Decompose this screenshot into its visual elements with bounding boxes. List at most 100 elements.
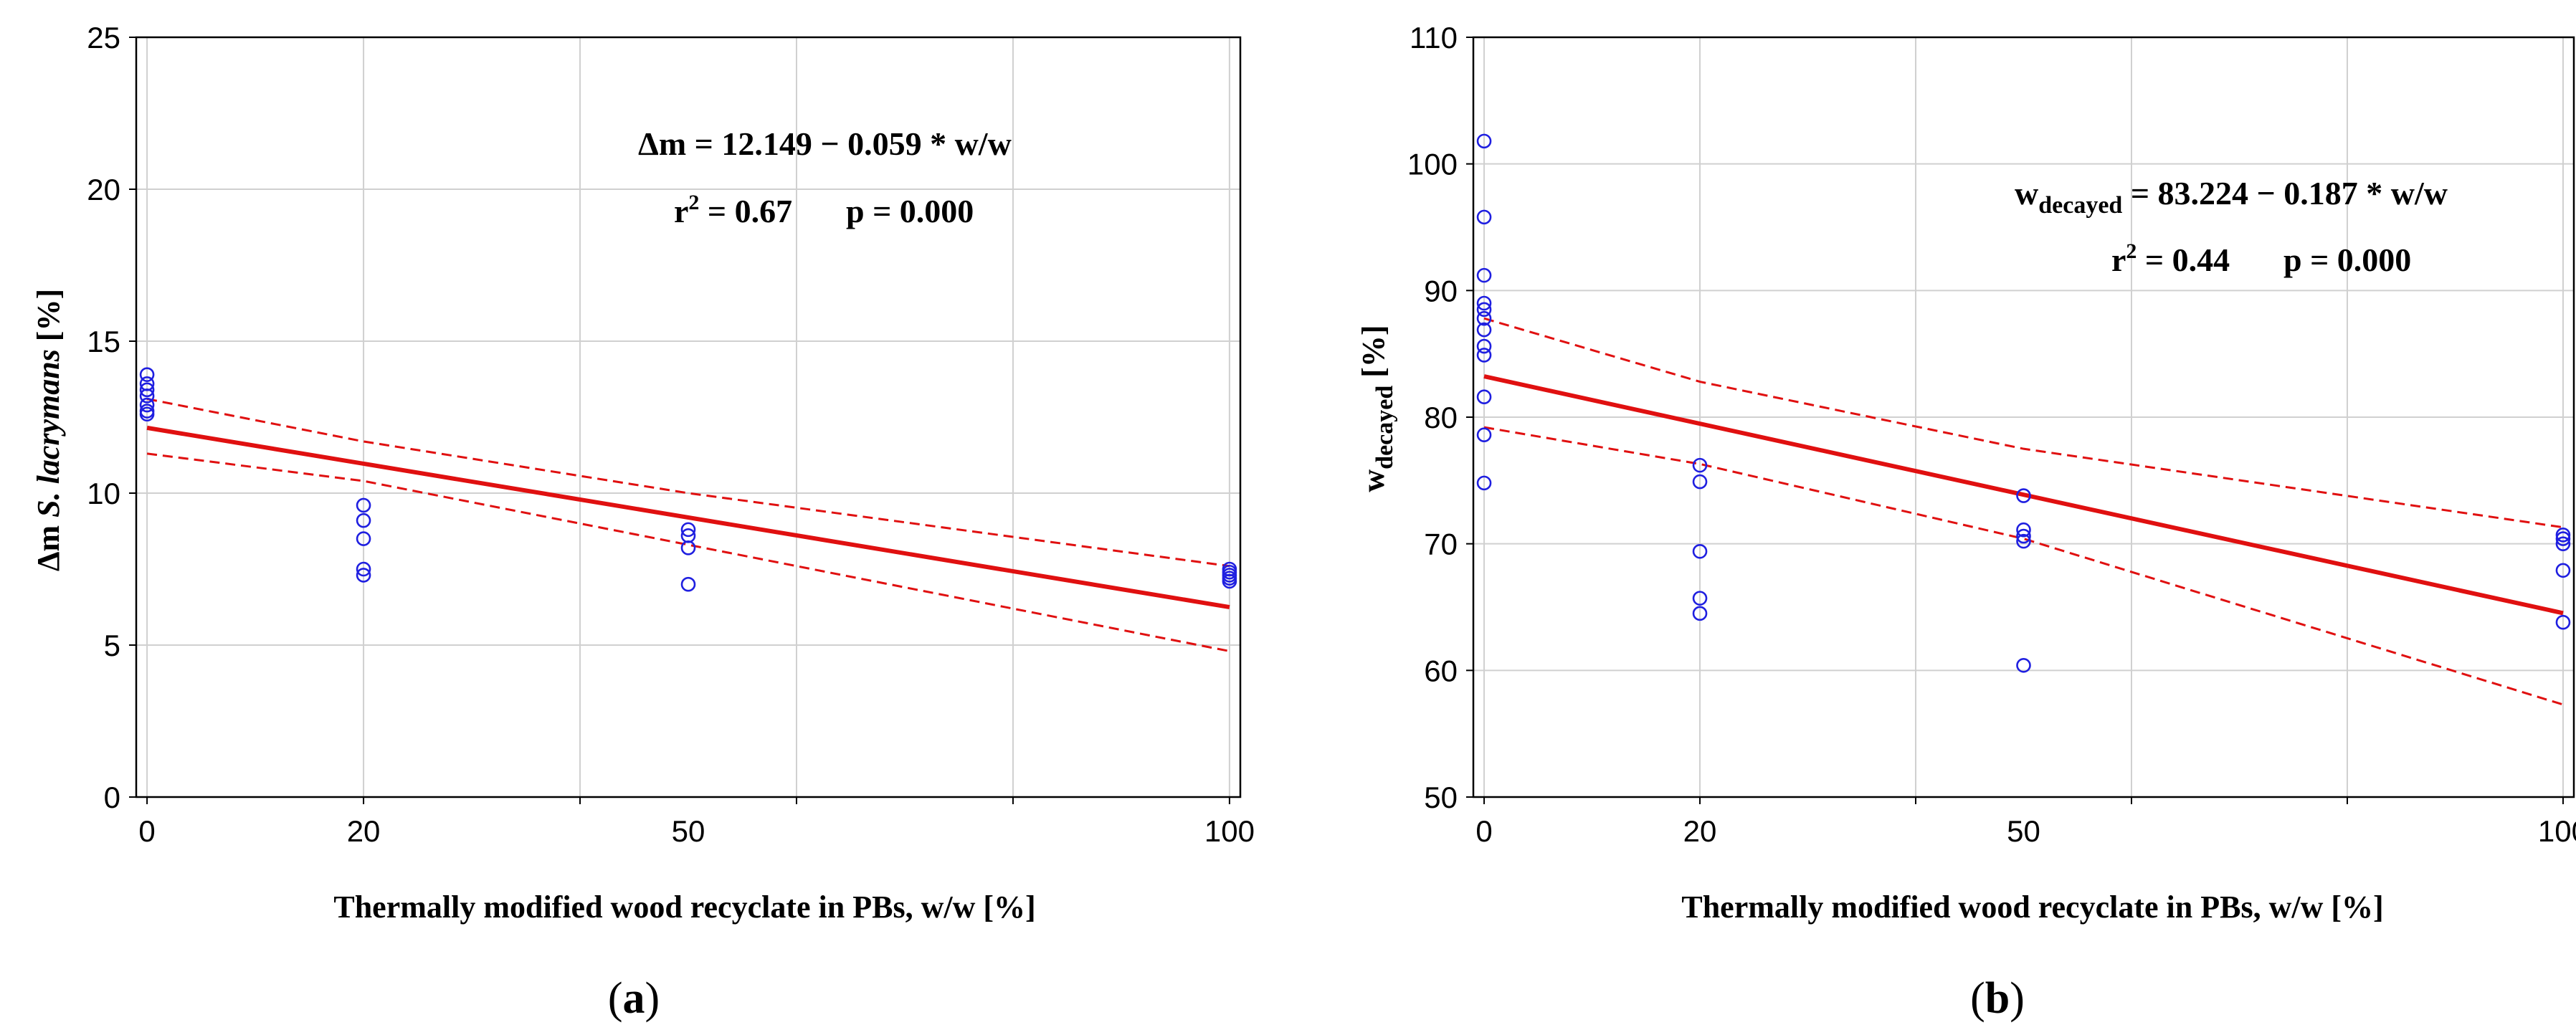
panel-b-r2-exponent: 2 xyxy=(2126,239,2137,263)
panel-a-confidence-upper xyxy=(146,398,1230,568)
panel-b-data-point xyxy=(2555,527,2571,543)
panel-b-y-tick-label: 50 xyxy=(1424,781,1458,814)
panel-b-y-axis-label: wdecayed [%] xyxy=(1356,325,1398,492)
panel-b-data-point xyxy=(1476,310,1492,326)
panel-a-data-point xyxy=(356,497,371,513)
panel-b-x-tick-label: 100 xyxy=(2538,814,2576,848)
panel-a-caption: (a) xyxy=(608,974,660,1023)
panel-b-data-point xyxy=(2016,522,2031,538)
panel-a-r2-exponent: 2 xyxy=(688,191,699,214)
panel-b-confidence-lower xyxy=(1483,426,2564,706)
panel-b-chart: 50 60 70 80 90 100 110 0 20 50 100 wdecayed = 83.… xyxy=(1356,21,2576,1023)
panel-a-data-point xyxy=(139,397,155,413)
panel-a-confidence-band xyxy=(146,398,1230,652)
panel-b-data-point xyxy=(1476,475,1492,491)
panel-a-y-tick-label: 5 xyxy=(104,629,120,662)
panel-b-x-axis-label: Thermally modified wood recyclate in PBs… xyxy=(1681,889,2383,925)
panel-b-equation: wdecayed = 83.224 − 0.187 * w/w xyxy=(2015,175,2448,219)
panel-a-y-tick-label: 20 xyxy=(87,173,120,206)
panel-b-y-tick-label: 80 xyxy=(1424,401,1458,434)
panel-a-y-tick-label: 25 xyxy=(87,21,120,54)
panel-a-x-ticks: 0 20 50 100 xyxy=(138,797,1255,848)
panel-a-r2-value: = 0.67 xyxy=(699,193,792,229)
panel-a-data-point xyxy=(680,540,696,555)
panel-b-y-tick-label: 70 xyxy=(1424,528,1458,561)
panel-a-equation: Δm = 12.149 − 0.059 * w/w xyxy=(638,125,1012,162)
panel-b-data-point xyxy=(1476,302,1492,318)
panel-a-x-axis-label: Thermally modified wood recyclate in PBs… xyxy=(333,889,1035,925)
panel-b-data-point xyxy=(1692,474,1708,490)
panel-b-data-point xyxy=(1476,322,1492,338)
panel-b-data-point xyxy=(1476,209,1492,225)
panel-b-data-point xyxy=(2016,657,2031,673)
panel-b-y-tick-label: 110 xyxy=(1410,21,1458,54)
panel-a-data-point xyxy=(356,561,371,577)
panel-b-confidence-upper xyxy=(1483,317,2564,529)
panel-a-data-points xyxy=(139,367,1237,592)
panel-b-x-tick-label: 20 xyxy=(1683,814,1717,848)
panel-a-x-tick-label: 20 xyxy=(347,814,381,848)
panel-b-data-point xyxy=(2555,563,2571,578)
panel-a-regression-line xyxy=(146,425,1230,610)
panel-b-r2-value: = 0.44 xyxy=(2137,242,2230,278)
panel-b-data-point xyxy=(1476,389,1492,405)
panel-a-data-point xyxy=(139,388,155,404)
panel-a-y-tick-label: 10 xyxy=(87,477,120,510)
panel-b-data-point xyxy=(2016,533,2031,549)
panel-b-confidence-band xyxy=(1483,317,2564,706)
panel-a-y-tick-label: 0 xyxy=(104,781,120,814)
panel-a-y-ticks: 0 5 10 15 20 25 xyxy=(87,21,136,814)
panel-a-r2-label: r xyxy=(674,193,688,229)
panel-b-data-point xyxy=(1692,543,1708,559)
panel-b-r2-label: r xyxy=(2111,242,2126,278)
panel-a-y-tick-label: 15 xyxy=(87,325,120,358)
panel-b-data-points xyxy=(1476,133,2571,673)
panel-b-data-point xyxy=(2555,614,2571,630)
panel-a-data-point xyxy=(139,382,155,398)
panel-b-x-tick-label: 0 xyxy=(1475,814,1492,848)
panel-b-data-point xyxy=(1476,427,1492,443)
panel-b-regression-fit xyxy=(1483,374,2564,616)
panel-a-data-point xyxy=(680,522,696,538)
panel-b-data-point xyxy=(1476,295,1492,311)
panel-b-data-point xyxy=(2555,531,2571,546)
panel-a-data-point xyxy=(680,576,696,592)
panel-a-stats: r2 = 0.67 p = 0.000 xyxy=(674,191,974,229)
panel-b-x-ticks: 0 20 50 100 xyxy=(1475,797,2576,848)
panel-b-data-point xyxy=(1476,348,1492,363)
panel-b-grid xyxy=(1473,37,2574,798)
panel-a-x-tick-label: 100 xyxy=(1204,814,1255,848)
panel-a-data-point xyxy=(139,367,155,382)
panel-b-y-tick-label: 90 xyxy=(1424,274,1458,307)
panel-b-y-ticks: 50 60 70 80 90 100 110 xyxy=(1407,21,1473,814)
panel-b-data-point xyxy=(1692,591,1708,606)
panel-b-data-point xyxy=(1476,338,1492,354)
panel-b-data-point xyxy=(1692,606,1708,621)
panel-a-x-tick-label: 0 xyxy=(138,814,155,848)
panel-b-stats: r2 = 0.44 p = 0.000 xyxy=(2111,239,2411,278)
panel-b-data-point xyxy=(2555,536,2571,551)
panel-b-y-tick-label: 60 xyxy=(1424,654,1458,687)
panel-a-plot-frame xyxy=(135,36,1242,798)
panel-b-p-value: p = 0.000 xyxy=(2283,242,2411,278)
panel-a-data-point xyxy=(356,512,371,528)
panel-b-data-point xyxy=(2016,488,2031,503)
panel-b-regression-line xyxy=(1483,374,2564,616)
panel-a-x-tick-label: 50 xyxy=(672,814,705,848)
panel-b-data-point xyxy=(1476,133,1492,149)
panel-b-data-point xyxy=(1476,267,1492,283)
panel-a-data-point xyxy=(356,531,371,546)
panel-a-p-value: p = 0.000 xyxy=(846,193,974,229)
panel-b-data-point xyxy=(2016,528,2031,544)
panel-b-caption: (b) xyxy=(1970,974,2025,1023)
panel-a-data-point xyxy=(1222,573,1237,589)
panel-b-x-tick-label: 50 xyxy=(2007,814,2040,848)
panel-b-y-tick-label: 100 xyxy=(1407,148,1458,181)
panel-a-data-point xyxy=(356,568,371,583)
panel-a-regression-fit xyxy=(146,425,1230,610)
panel-a-confidence-lower xyxy=(146,452,1230,652)
panel-a-chart: 0 5 10 15 20 25 0 20 50 100 Δm = 12.149 − 0.059 … xyxy=(31,21,1255,1023)
panel-a-data-point xyxy=(139,404,155,419)
panel-b-data-point xyxy=(1692,457,1708,473)
